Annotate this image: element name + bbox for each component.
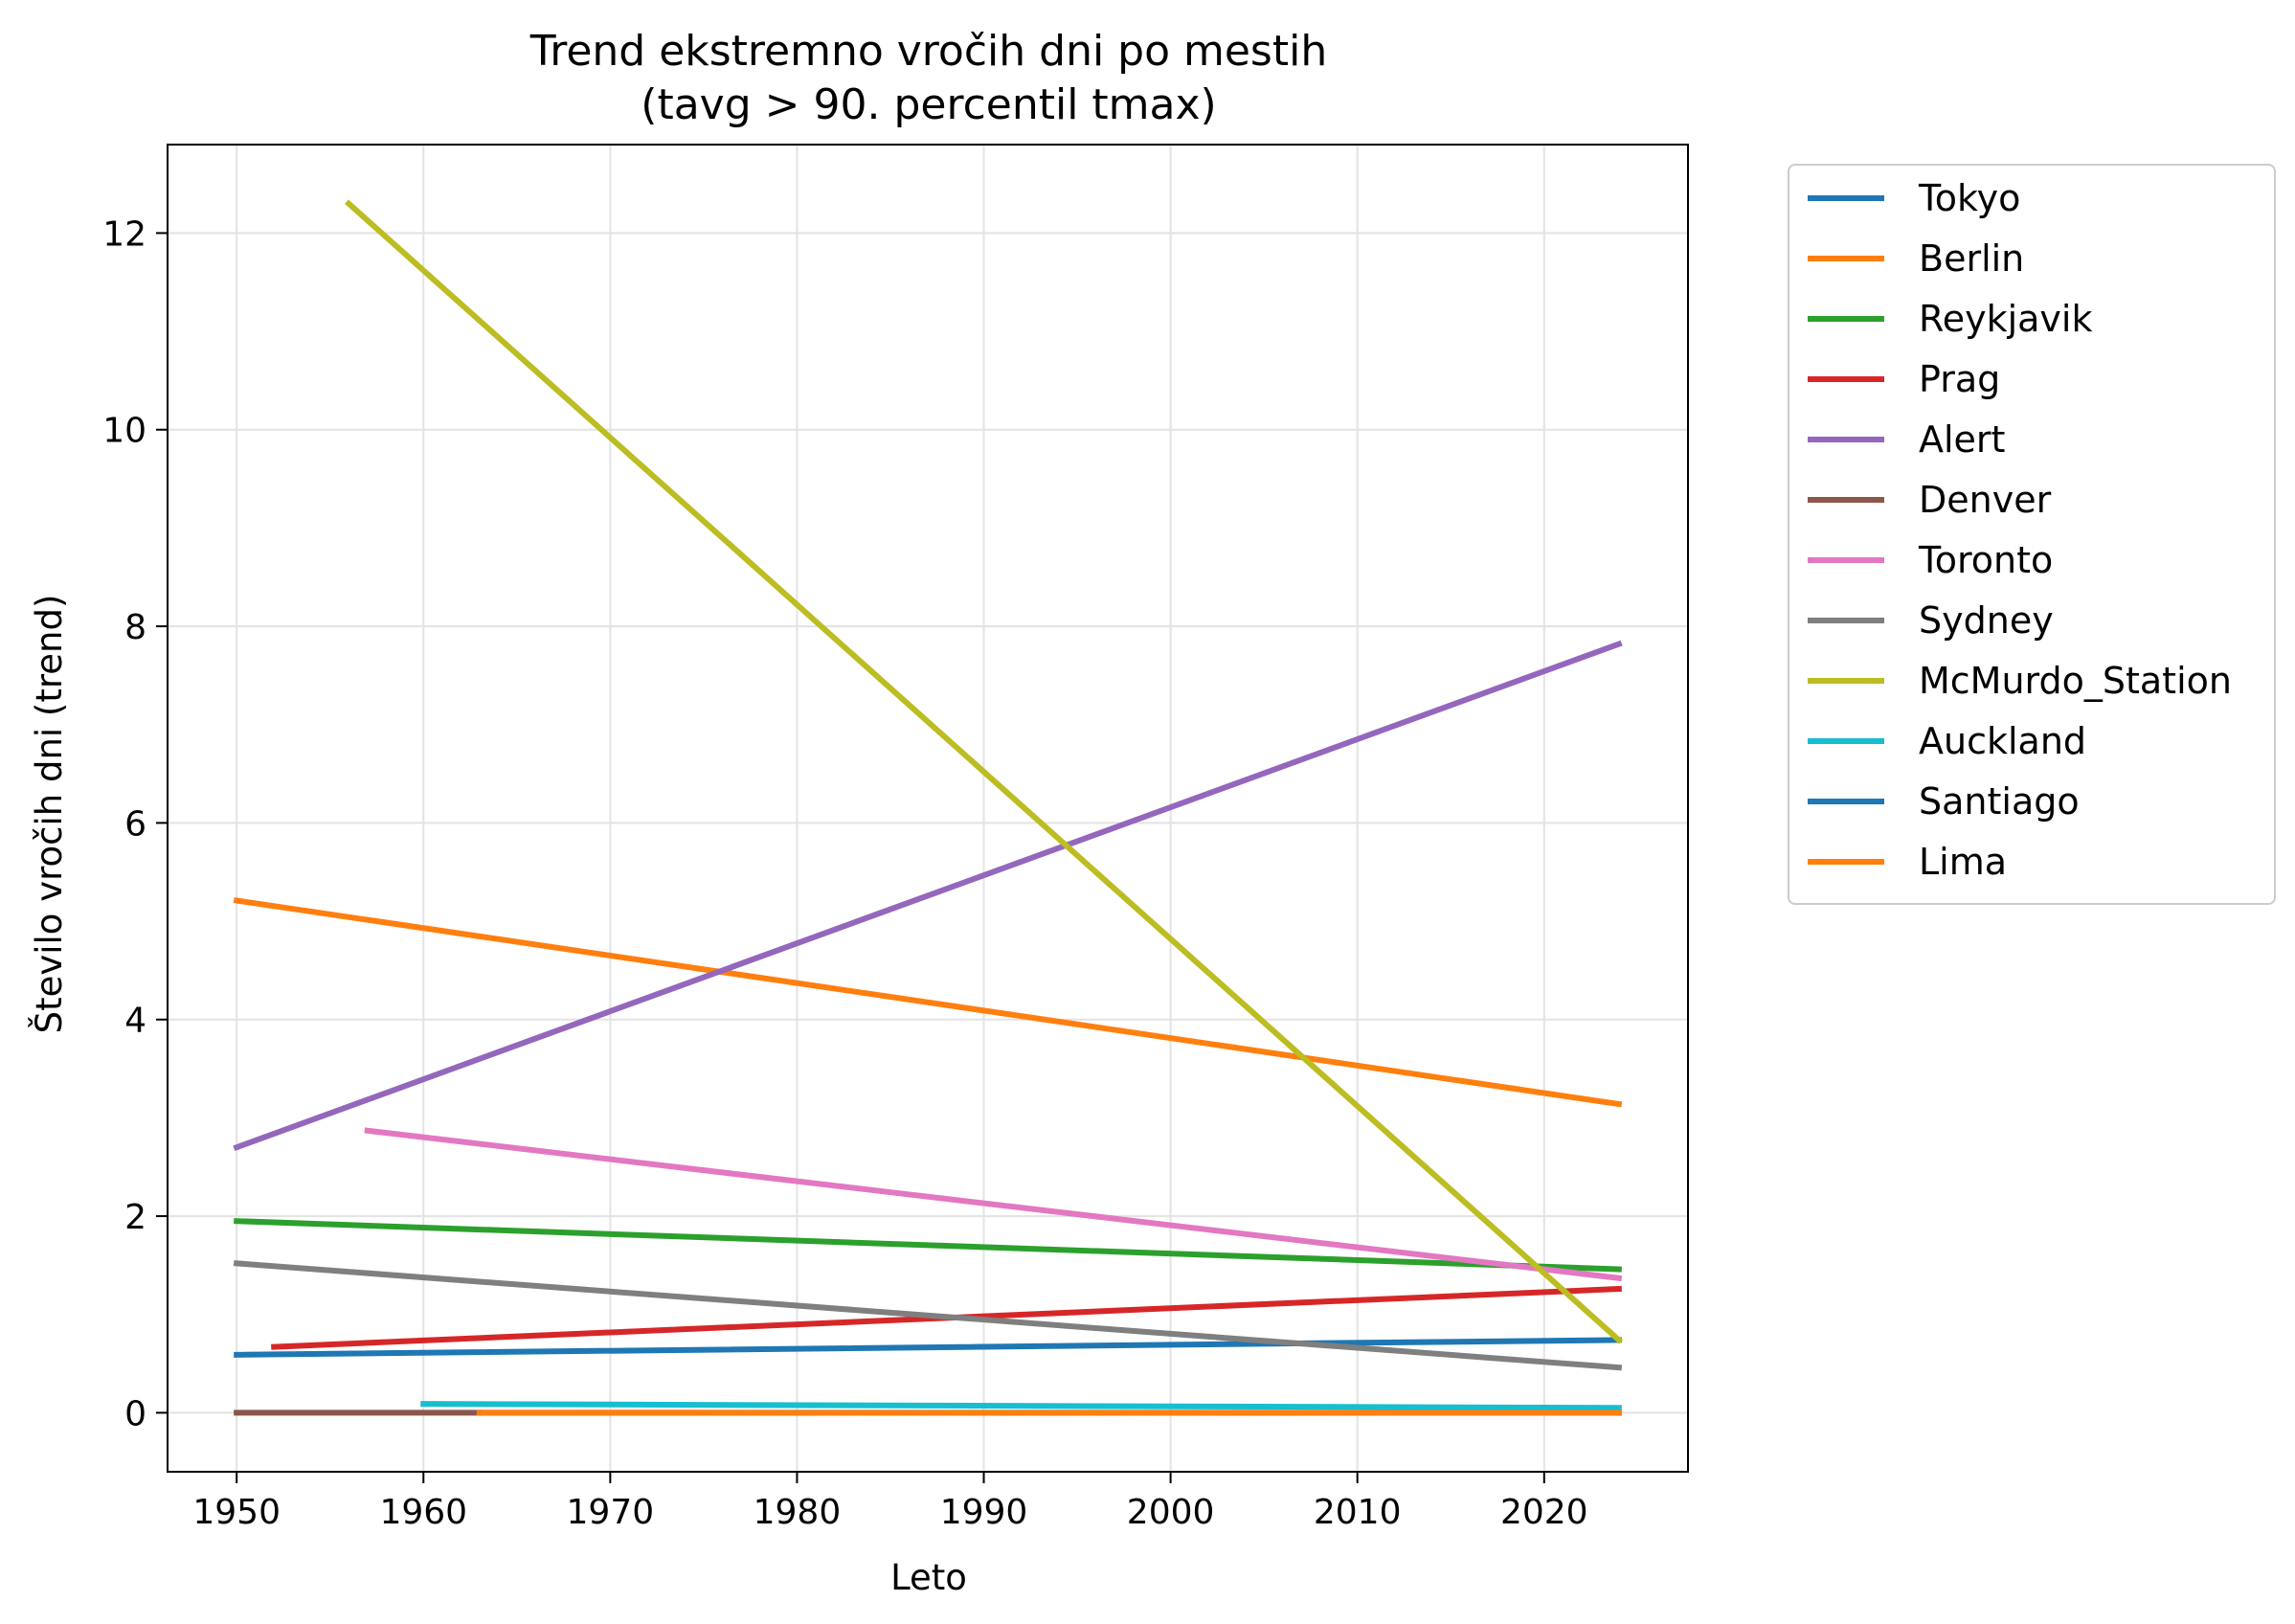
- y-tick-label: 6: [124, 804, 146, 844]
- legend-label: Berlin: [1919, 237, 2024, 280]
- legend-label: Tokyo: [1918, 177, 2020, 219]
- y-tick-label: 0: [124, 1394, 146, 1433]
- series-line-auckland: [420, 1401, 1622, 1411]
- chart-title: Trend ekstremno vročih dni po mestih: [529, 27, 1327, 76]
- plot-frame: [167, 144, 1689, 1473]
- y-tick-label: 8: [124, 608, 146, 647]
- y-tick-label: 10: [102, 412, 146, 451]
- series-line-alert: [233, 640, 1623, 1152]
- legend-label: Auckland: [1919, 720, 2086, 762]
- legend-label: Santiago: [1919, 780, 2080, 823]
- x-tick-label: 1950: [192, 1493, 281, 1532]
- series-line-berlin: [233, 897, 1623, 1108]
- series-line-tokyo: [234, 1337, 1622, 1358]
- y-tick-label: 4: [124, 1002, 146, 1041]
- x-tick-label: 1970: [567, 1493, 655, 1532]
- legend-box: [1788, 164, 2276, 905]
- y-axis: 0 2 4 6 8 10 12: [102, 214, 168, 1433]
- x-tick-label: 1960: [379, 1493, 467, 1532]
- series-lines: [233, 199, 1624, 1416]
- series-line-reykjavik: [234, 1218, 1622, 1273]
- x-tick-label: 1990: [940, 1493, 1028, 1532]
- legend-label: Denver: [1919, 479, 2052, 521]
- x-tick-label: 1980: [754, 1493, 842, 1532]
- x-tick-label: 2000: [1127, 1493, 1215, 1532]
- y-tick-label: 2: [124, 1198, 146, 1237]
- series-line-toronto: [364, 1127, 1623, 1282]
- x-axis: 1950 1960 1970 1980 1990 2000 2010 2020: [192, 1472, 1588, 1532]
- legend-label: Toronto: [1918, 539, 2053, 581]
- x-axis-label: Leto: [890, 1557, 967, 1598]
- legend-label: Alert: [1919, 418, 2005, 461]
- x-tick-label: 2020: [1500, 1493, 1588, 1532]
- chart-subtitle: (tavg > 90. percentil tmax): [641, 80, 1216, 129]
- y-axis-label: Število vročih dni (trend): [28, 595, 70, 1034]
- legend-label: Prag: [1919, 358, 2000, 400]
- legend-label: Sydney: [1919, 599, 2054, 642]
- legend-label: Reykjavik: [1919, 298, 2092, 340]
- series-line-mcmurdo-station: [344, 199, 1624, 1344]
- legend-label: McMurdo_Station: [1919, 660, 2232, 702]
- x-tick-label: 2010: [1314, 1493, 1402, 1532]
- legend: Tokyo Berlin Reykjavik Prag Alert Denver Toron…: [1788, 164, 2276, 905]
- series-line-sydney: [233, 1260, 1623, 1371]
- legend-label: Lima: [1919, 841, 2007, 883]
- y-tick-label: 12: [102, 214, 146, 254]
